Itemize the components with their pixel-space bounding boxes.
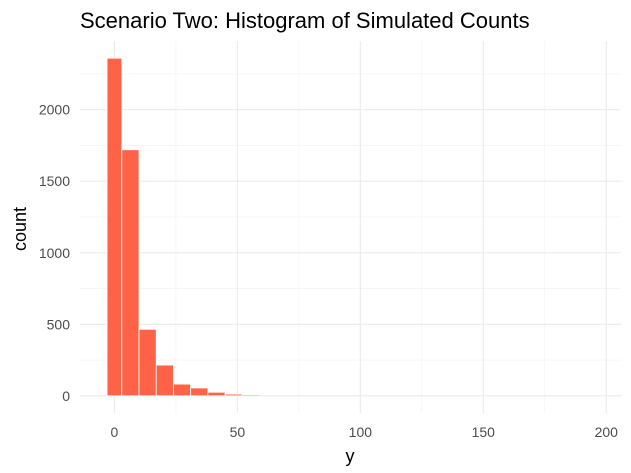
x-tick-label: 0 — [111, 424, 119, 440]
x-tick-label: 200 — [595, 424, 619, 440]
y-tick-label: 1500 — [39, 173, 70, 189]
x-tick-label: 50 — [230, 424, 246, 440]
histogram-bar — [138, 328, 157, 397]
histogram-bar — [121, 149, 140, 397]
y-tick-label: 500 — [47, 316, 71, 332]
histogram-bar — [241, 394, 260, 397]
y-tick-label: 2000 — [39, 102, 70, 118]
histogram-bar — [106, 57, 123, 397]
histogram-bar — [224, 393, 243, 397]
chart-title: Scenario Two: Histogram of Simulated Cou… — [80, 8, 530, 33]
y-axis-label: count — [10, 207, 30, 251]
y-tick-label: 0 — [62, 388, 70, 404]
grid-lines — [80, 41, 621, 413]
histogram-bar — [173, 383, 192, 397]
x-tick-label: 150 — [472, 424, 496, 440]
y-tick-label: 1000 — [39, 245, 70, 261]
histogram-bar — [155, 364, 174, 397]
histogram-bar — [190, 387, 209, 397]
histogram-bar — [207, 391, 226, 397]
histogram-bars — [106, 57, 260, 397]
x-axis-label: y — [346, 446, 355, 466]
x-tick-label: 100 — [349, 424, 373, 440]
